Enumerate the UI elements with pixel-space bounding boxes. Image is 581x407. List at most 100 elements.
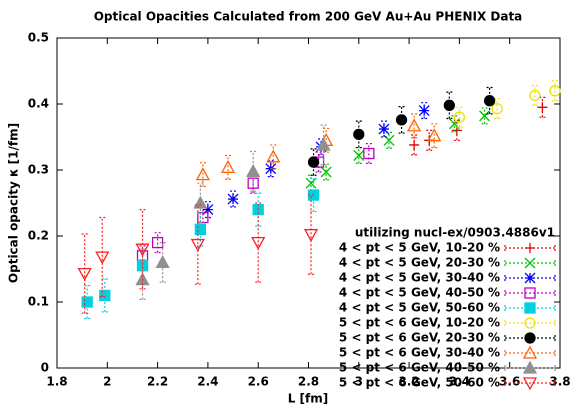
legend-marker [524, 287, 536, 299]
x-tick-label: 2.2 [147, 375, 168, 389]
error-bar [421, 102, 428, 120]
error-bar [99, 216, 106, 298]
marker [491, 102, 503, 115]
error-bar [320, 124, 327, 166]
marker [99, 289, 111, 302]
marker [246, 163, 261, 177]
error-bar [494, 98, 501, 120]
marker [443, 99, 455, 111]
error-bar [255, 202, 262, 283]
marker [95, 251, 110, 265]
marker [549, 85, 561, 97]
marker [316, 137, 331, 151]
y-tick-label: 0.1 [28, 295, 49, 309]
error-bar [481, 107, 488, 125]
y-tick-label: 0.2 [28, 229, 49, 243]
legend-label: 4 < pt < 5 GeV, 30-40 % [339, 271, 500, 285]
error-bar [270, 144, 277, 170]
error-bar [431, 123, 438, 149]
legend-label: 5 < pt < 6 GeV, 30-40 % [339, 346, 500, 360]
x-tick-label: 1.8 [46, 375, 67, 389]
marker [190, 238, 205, 252]
error-bar [225, 154, 232, 180]
marker [307, 156, 320, 168]
legend-label: 4 < pt < 5 GeV, 10-20 % [339, 241, 500, 255]
y-tick-label: 0 [41, 361, 49, 375]
y-tick-label: 0.3 [28, 163, 49, 177]
error-bar [365, 143, 372, 164]
error-bar [139, 209, 146, 290]
legend-label: 5 < pt < 6 GeV, 50-60 % [339, 376, 500, 390]
legend-line [504, 350, 556, 356]
error-bar [154, 232, 161, 254]
x-tick-label: 2.4 [197, 375, 218, 389]
y-tick-label: 0.4 [28, 97, 49, 111]
marker [395, 114, 408, 126]
legend-marker [524, 302, 536, 314]
error-bar [551, 80, 558, 102]
marker [151, 236, 164, 249]
error-bar [250, 150, 257, 192]
error-bar [267, 160, 274, 178]
x-tick-label: 3.4 [449, 375, 470, 389]
marker [227, 193, 239, 205]
x-tick-label: 2.8 [298, 375, 319, 389]
marker [135, 243, 150, 257]
error-bar [308, 194, 315, 275]
error-bar [230, 190, 237, 208]
legend-line [504, 380, 556, 386]
error-bar [139, 259, 146, 300]
marker [407, 118, 422, 132]
error-bar [380, 120, 387, 138]
legend-marker [524, 257, 536, 269]
marker [453, 111, 466, 123]
legend-marker [522, 345, 538, 359]
legend-label: 5 < pt < 6 GeV, 40-50 % [339, 361, 500, 375]
marker [202, 204, 214, 216]
marker [363, 147, 375, 160]
marker [353, 128, 365, 141]
marker [303, 229, 319, 243]
y-axis-label: Optical opacity κ [1/fm] [7, 123, 21, 283]
marker [220, 160, 236, 174]
y-tick-label: 0.5 [28, 31, 49, 45]
error-bar [81, 233, 88, 314]
x-tick-label: 3.2 [398, 375, 419, 389]
legend-marker [525, 243, 535, 253]
legend-marker [524, 317, 536, 329]
marker [320, 166, 332, 178]
marker [266, 149, 281, 163]
legend-label: 4 < pt < 5 GeV, 40-50 % [339, 286, 500, 300]
marker [251, 236, 266, 250]
marker [483, 95, 496, 107]
marker [81, 296, 93, 308]
legend-label: 5 < pt < 6 GeV, 20-30 % [339, 331, 500, 345]
marker [77, 267, 92, 281]
legend-label: 4 < pt < 5 GeV, 50-60 % [339, 301, 500, 315]
marker [195, 167, 210, 181]
marker [537, 102, 548, 113]
legend-title: utilizing nucl-ex/0903.4886v1 [355, 226, 555, 240]
marker [194, 223, 207, 236]
legend-marker [522, 360, 538, 374]
x-tick-label: 3 [355, 375, 363, 389]
error-bar [194, 204, 201, 285]
legend-line [504, 290, 556, 296]
chart-title: Optical Opacities Calculated from 200 Ge… [94, 10, 523, 24]
legend-line [504, 320, 556, 326]
marker [479, 110, 491, 122]
marker [529, 89, 541, 102]
x-tick-label: 3.8 [549, 375, 570, 389]
legend-label: 4 < pt < 5 GeV, 20-30 % [339, 256, 500, 270]
error-bar [456, 106, 463, 128]
x-axis-label: L [fm] [288, 392, 329, 406]
legend-marker [522, 377, 538, 391]
x-tick-label: 2 [103, 375, 111, 389]
error-bar [531, 84, 538, 106]
marker [427, 128, 442, 142]
legend-marker [524, 332, 536, 344]
legend-marker [524, 272, 536, 284]
error-bar [411, 113, 418, 139]
marker [305, 177, 317, 189]
